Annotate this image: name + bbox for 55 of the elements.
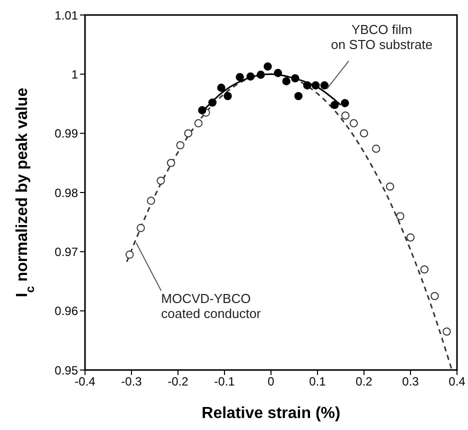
point bbox=[184, 129, 192, 138]
y-tick-label: 0.95 bbox=[54, 363, 78, 378]
point bbox=[340, 99, 350, 108]
x-tick-label: -0.4 bbox=[74, 374, 96, 389]
y-tick-label: 0.96 bbox=[54, 304, 78, 318]
point bbox=[126, 250, 134, 259]
point bbox=[282, 77, 290, 86]
x-axis-title: Relative strain (%) bbox=[202, 405, 340, 422]
point bbox=[146, 196, 156, 205]
x-tick-label: 0.1 bbox=[309, 374, 326, 389]
point bbox=[442, 327, 451, 336]
y-tick-label: 1.01 bbox=[54, 8, 78, 22]
point bbox=[208, 98, 217, 107]
point bbox=[350, 119, 358, 128]
point bbox=[136, 224, 145, 232]
x-tick-label: -0.1 bbox=[214, 374, 236, 389]
y-tick-label: 0.99 bbox=[54, 126, 78, 141]
point bbox=[320, 81, 329, 90]
point bbox=[236, 73, 244, 82]
point bbox=[386, 182, 394, 191]
point bbox=[224, 92, 232, 100]
point bbox=[312, 81, 320, 90]
x-tick-label: 0.2 bbox=[356, 374, 373, 389]
point bbox=[194, 119, 203, 128]
point bbox=[217, 84, 226, 92]
point bbox=[430, 292, 439, 300]
x-tick-label: 0 bbox=[268, 374, 275, 389]
point bbox=[291, 74, 300, 82]
annotation: MOCVD-YBCO coated conductor bbox=[161, 290, 262, 321]
point bbox=[246, 72, 255, 81]
point bbox=[341, 111, 350, 120]
point bbox=[264, 62, 272, 71]
point bbox=[330, 100, 339, 110]
y-tick-label: 0.97 bbox=[54, 244, 78, 259]
point bbox=[396, 212, 404, 220]
point bbox=[372, 144, 380, 153]
point bbox=[360, 129, 368, 138]
point bbox=[274, 68, 282, 78]
point bbox=[303, 81, 312, 90]
point bbox=[166, 158, 176, 168]
y-tick-label: 0.98 bbox=[54, 186, 78, 200]
annotation: YBCO film on STO substrate bbox=[330, 22, 433, 52]
point bbox=[406, 233, 415, 242]
point bbox=[420, 265, 429, 274]
x-tick-label: -0.2 bbox=[168, 374, 189, 389]
point bbox=[256, 70, 265, 79]
point bbox=[176, 141, 184, 150]
point bbox=[156, 176, 165, 185]
point bbox=[294, 92, 303, 100]
y-tick-label: 1 bbox=[71, 67, 78, 82]
x-tick-label: 0.4 bbox=[448, 374, 466, 389]
x-tick-label: 0.3 bbox=[402, 374, 420, 389]
line-series bbox=[126, 73, 453, 370]
x-tick-label: -0.3 bbox=[121, 374, 142, 389]
point bbox=[198, 106, 206, 114]
